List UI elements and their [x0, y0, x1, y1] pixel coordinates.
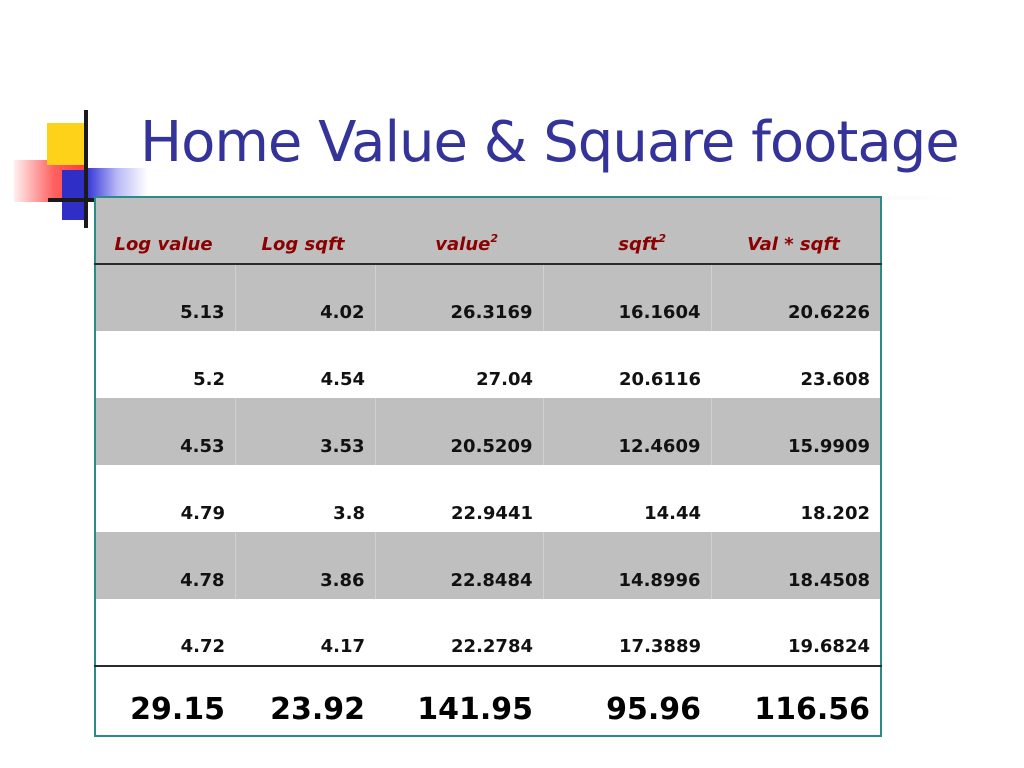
cell-val-times-sqft: 18.202: [711, 465, 881, 532]
header-log-value: Log value: [95, 197, 235, 265]
total-log-value: 29.15: [95, 665, 235, 736]
cell-log-value: 4.72: [95, 599, 235, 666]
cell-value-squared: 22.2784: [375, 599, 543, 666]
total-sqft-squared: 95.96: [543, 665, 711, 736]
cell-log-sqft: 4.54: [235, 331, 375, 398]
table-row: 4.53 3.53 20.5209 12.4609 15.9909: [95, 398, 881, 465]
header-value-squared: value2: [375, 197, 543, 265]
cell-val-times-sqft: 20.6226: [710, 264, 881, 331]
cell-val-times-sqft: 19.6824: [711, 599, 881, 666]
cell-value-squared: 20.5209: [374, 398, 543, 465]
superscript: 2: [490, 232, 498, 245]
table-row: 4.78 3.86 22.8484 14.8996 18.4508: [95, 532, 881, 599]
cell-sqft-squared: 17.3889: [543, 599, 711, 666]
table-row: 4.72 4.17 22.2784 17.3889 19.6824: [95, 599, 881, 666]
slide-title: Home Value & Square footage: [140, 110, 960, 175]
header-val-times-sqft: Val * sqft: [711, 197, 881, 265]
cell-log-sqft: 3.53: [234, 398, 375, 465]
total-value-squared: 141.95: [375, 665, 543, 736]
total-val-times-sqft: 116.56: [711, 665, 881, 736]
cell-log-sqft: 4.17: [235, 599, 375, 666]
cell-value-squared: 27.04: [375, 331, 543, 398]
cell-log-sqft: 3.86: [234, 532, 375, 599]
cell-log-value: 5.2: [95, 331, 235, 398]
cell-log-sqft: 4.02: [234, 264, 375, 331]
cell-val-times-sqft: 18.4508: [710, 532, 881, 599]
total-log-sqft: 23.92: [235, 665, 375, 736]
data-table: Log value Log sqft value2 sqft2 Val * sq…: [94, 196, 882, 737]
cell-log-value: 4.53: [95, 398, 235, 465]
table-row: 5.2 4.54 27.04 20.6116 23.608: [95, 331, 881, 398]
cell-sqft-squared: 20.6116: [543, 331, 711, 398]
cell-value-squared: 26.3169: [374, 264, 543, 331]
ornament-yellow-square: [47, 123, 87, 165]
ornament-blue-square: [62, 170, 88, 220]
header-sqft-squared: sqft2: [543, 197, 711, 265]
cell-log-value: 4.78: [95, 532, 235, 599]
table-row: 5.13 4.02 26.3169 16.1604 20.6226: [95, 264, 881, 331]
ornament-vertical-line: [84, 110, 88, 228]
cell-sqft-squared: 14.8996: [542, 532, 711, 599]
cell-value-squared: 22.9441: [375, 465, 543, 532]
cell-value-squared: 22.8484: [374, 532, 543, 599]
cell-log-value: 4.79: [95, 465, 235, 532]
cell-log-value: 5.13: [95, 264, 235, 331]
cell-log-sqft: 3.8: [235, 465, 375, 532]
cell-sqft-squared: 12.4609: [542, 398, 711, 465]
table-row: 4.79 3.8 22.9441 14.44 18.202: [95, 465, 881, 532]
table-totals-row: 29.15 23.92 141.95 95.96 116.56: [95, 665, 881, 736]
header-log-sqft: Log sqft: [235, 197, 375, 265]
ornament-horizontal-line: [48, 198, 94, 202]
cell-val-times-sqft: 15.9909: [710, 398, 881, 465]
cell-val-times-sqft: 23.608: [711, 331, 881, 398]
cell-sqft-squared: 14.44: [543, 465, 711, 532]
cell-sqft-squared: 16.1604: [542, 264, 711, 331]
ornament-blue-gradient: [88, 168, 148, 198]
table-header-row: Log value Log sqft value2 sqft2 Val * sq…: [95, 197, 881, 265]
superscript: 2: [658, 232, 666, 245]
